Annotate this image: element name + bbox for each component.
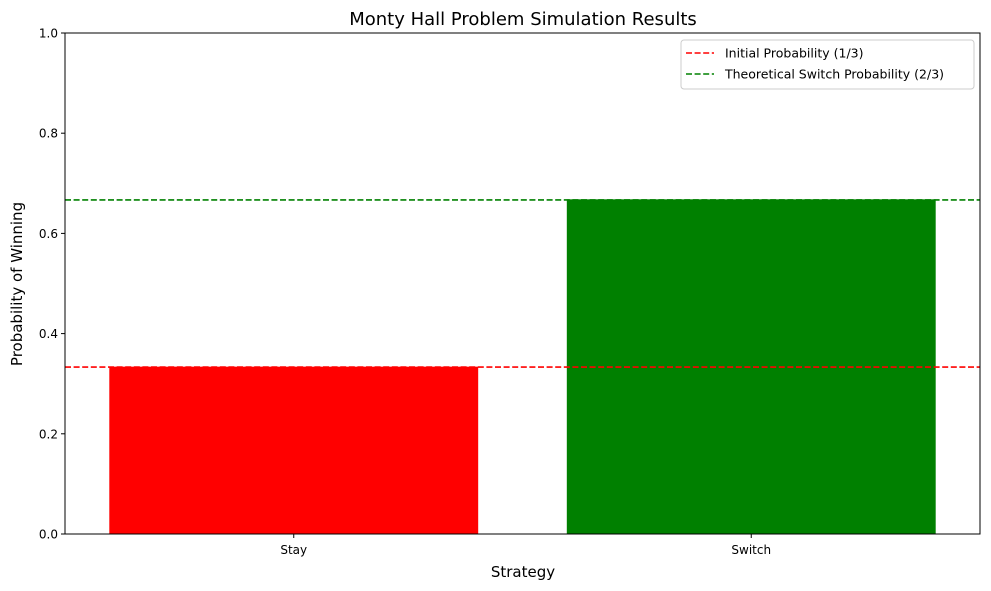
reference-lines-layer [65,199,980,368]
plot-frame [64,32,981,535]
legend-label-2: Theoretical Switch Probability (2/3) [724,67,944,82]
y-tick-label: 0.2 [39,427,58,441]
y-axis: 0.0 0.2 0.4 0.6 0.8 1.0 [39,27,65,542]
legend-box [680,39,975,90]
y-tick-label: 0.4 [39,327,58,341]
chart-title: Monty Hall Problem Simulation Results [349,9,697,30]
y-tick-label: 0.6 [39,227,58,241]
bar-switch [566,199,936,534]
y-tick-label: 1.0 [39,27,58,41]
x-axis-label: Strategy [491,563,555,581]
x-tick-label: Switch [731,543,771,557]
y-tick-label: 0.0 [39,528,58,542]
bar-stay [109,366,479,534]
y-tick-label: 0.8 [39,127,58,141]
x-tick-label: Stay [280,543,307,557]
legend: Initial Probability (1/3) Theoretical Swi… [680,39,975,90]
y-axis-label: Probability of Winning [8,202,26,366]
x-axis: Stay Switch [280,534,771,557]
legend-label-1: Initial Probability (1/3) [725,46,863,61]
